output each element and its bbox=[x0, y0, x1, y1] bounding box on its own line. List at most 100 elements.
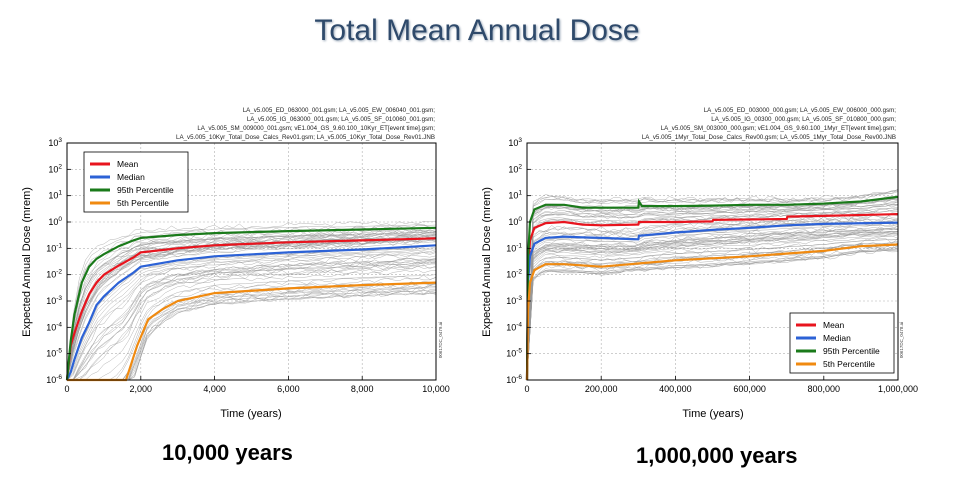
chart-left-header-line-2: LA_v5.005_IG_063000_001.gsm; LA_v5.005_S… bbox=[247, 116, 435, 123]
realization-line bbox=[526, 198, 899, 380]
y-tick-label: 10-5 bbox=[506, 348, 522, 359]
y-tick-label: 100 bbox=[508, 216, 522, 227]
realization-line bbox=[66, 252, 437, 381]
realization-line bbox=[66, 241, 437, 381]
realization-line bbox=[66, 233, 437, 381]
legend-label: Mean bbox=[823, 320, 845, 330]
chart-right-caption: 1,000,000 years bbox=[636, 443, 798, 468]
chart-right-header-line-2: LA_v5.005_IG_00300_000.gsm; LA_v5.005_SF… bbox=[711, 116, 896, 123]
y-tick-label: 10-1 bbox=[506, 242, 522, 253]
series-line-95th-percentile bbox=[525, 195, 899, 381]
plot-frame bbox=[526, 142, 899, 381]
legend-label: 95th Percentile bbox=[823, 346, 880, 356]
chart-right-header-line-1: LA_v5.005_ED_003000_000.gsm; LA_v5.005_E… bbox=[704, 107, 897, 114]
y-tick-label: 10-6 bbox=[46, 374, 62, 385]
legend-label: Median bbox=[823, 333, 851, 343]
chart-right-header-line-4: LA_v5.005_1Myr_Total_Dose_Calcs_Rev00.gs… bbox=[642, 134, 896, 141]
realization-line bbox=[526, 224, 899, 380]
y-tick-label: 10-6 bbox=[506, 374, 522, 385]
y-tick-label: 100 bbox=[48, 216, 62, 227]
chart-left-ylabel: Expected Annual Dose (mrem) bbox=[21, 187, 33, 337]
plot-frame bbox=[66, 142, 437, 381]
legend: Mean Median 95th Percentile 5th Percentile bbox=[83, 151, 189, 213]
realization-line bbox=[66, 239, 437, 381]
realization-line bbox=[526, 198, 899, 381]
series-line-95th-percentile bbox=[65, 226, 437, 381]
realization-line bbox=[67, 261, 437, 381]
chart-left-header-line-4: LA_v5.005_10Kyr_Total_Dose_Calcs_Rev01.g… bbox=[176, 134, 435, 141]
y-tick-label: 10-1 bbox=[46, 242, 62, 253]
y-tick-label: 102 bbox=[508, 163, 522, 174]
chart-left: LA_v5.005_ED_063000_001.gsm; LA_v5.005_E… bbox=[21, 107, 450, 420]
realization-line bbox=[526, 233, 899, 381]
chart-right: LA_v5.005_ED_003000_000.gsm; LA_v5.005_E… bbox=[481, 107, 918, 420]
realization-line bbox=[526, 231, 899, 381]
series-line-5th-percentile bbox=[525, 243, 899, 381]
realization-line bbox=[66, 229, 437, 381]
chart-right-plot: 10-6 10-5 10-4 10-3 10-2 10-1 100 101 102 103 0 200… bbox=[506, 137, 918, 394]
realization-line bbox=[66, 248, 437, 381]
realization-line bbox=[526, 228, 899, 378]
chart-left-plot: 10-6 10-5 10-4 10-3 10-2 10-1 100 101 102 103 0 2,0… bbox=[46, 137, 450, 394]
realization-line bbox=[526, 248, 899, 380]
chart-right-side-label: 00617DC_0478.ai bbox=[899, 322, 904, 358]
realization-line bbox=[526, 228, 899, 380]
realization-line bbox=[526, 213, 899, 378]
realization-line bbox=[526, 223, 899, 381]
x-tick-label: 10,000 bbox=[422, 384, 450, 394]
realization-line bbox=[66, 251, 437, 381]
y-tick-label: 10-5 bbox=[46, 348, 62, 359]
realization-line bbox=[66, 258, 437, 381]
realization-line bbox=[67, 274, 437, 381]
y-tick-label: 10-2 bbox=[46, 269, 62, 280]
y-tick-label: 10-4 bbox=[46, 321, 62, 332]
realization-line bbox=[66, 220, 437, 374]
realization-line bbox=[67, 261, 437, 381]
chart-left-caption: 10,000 years bbox=[162, 440, 293, 465]
realization-line bbox=[526, 191, 899, 381]
series-line-mean bbox=[65, 237, 437, 381]
realization-line bbox=[526, 242, 899, 381]
realization-line bbox=[526, 209, 899, 381]
realization-line bbox=[526, 227, 899, 381]
x-tick-label: 0 bbox=[64, 384, 69, 394]
realization-line bbox=[67, 269, 437, 381]
legend-label: Mean bbox=[117, 159, 139, 169]
y-tick-label: 103 bbox=[48, 137, 62, 148]
realization-line bbox=[526, 203, 899, 381]
x-tick-label: 8,000 bbox=[351, 384, 374, 394]
realization-line bbox=[526, 207, 899, 380]
realization-line bbox=[526, 188, 899, 379]
realization-line bbox=[526, 240, 899, 379]
series-line-mean bbox=[525, 213, 899, 381]
realization-line bbox=[526, 234, 899, 380]
realization-line bbox=[67, 265, 437, 381]
realization-line bbox=[526, 204, 899, 381]
x-tick-label: 800,000 bbox=[808, 384, 841, 394]
realization-line bbox=[526, 238, 899, 380]
realization-line bbox=[526, 249, 899, 381]
realization-line bbox=[67, 263, 436, 381]
chart-right-header: LA_v5.005_ED_003000_000.gsm; LA_v5.005_E… bbox=[642, 107, 896, 141]
x-tick-label: 2,000 bbox=[130, 384, 153, 394]
realization-line bbox=[526, 231, 899, 381]
x-tick-label: 6,000 bbox=[277, 384, 300, 394]
realization-line bbox=[66, 236, 437, 381]
realization-line bbox=[526, 235, 899, 381]
legend-label: 95th Percentile bbox=[117, 185, 174, 195]
chart-right-header-line-3: LA_v5.005_SM_003000_000.gsm; vE1.004_GS_… bbox=[661, 125, 897, 132]
x-tick-label: 1,000,000 bbox=[878, 384, 918, 394]
y-tick-label: 102 bbox=[48, 163, 62, 174]
legend-label: 5th Percentile bbox=[823, 359, 875, 369]
realization-line bbox=[66, 249, 437, 381]
realization-line bbox=[66, 224, 437, 376]
chart-right-xlabel: Time (years) bbox=[682, 408, 743, 420]
legend: Mean Median 95th Percentile 5th Percentile bbox=[789, 312, 895, 374]
realization-line bbox=[66, 239, 437, 381]
chart-right-ylabel: Expected Annual Dose (mrem) bbox=[481, 187, 493, 337]
y-tick-label: 101 bbox=[508, 190, 522, 201]
chart-left-header-line-3: LA_v5.005_SM_009000_001.gsm; vE1.004_GS_… bbox=[197, 125, 435, 132]
realization-line bbox=[67, 274, 437, 381]
realization-line bbox=[67, 276, 437, 381]
